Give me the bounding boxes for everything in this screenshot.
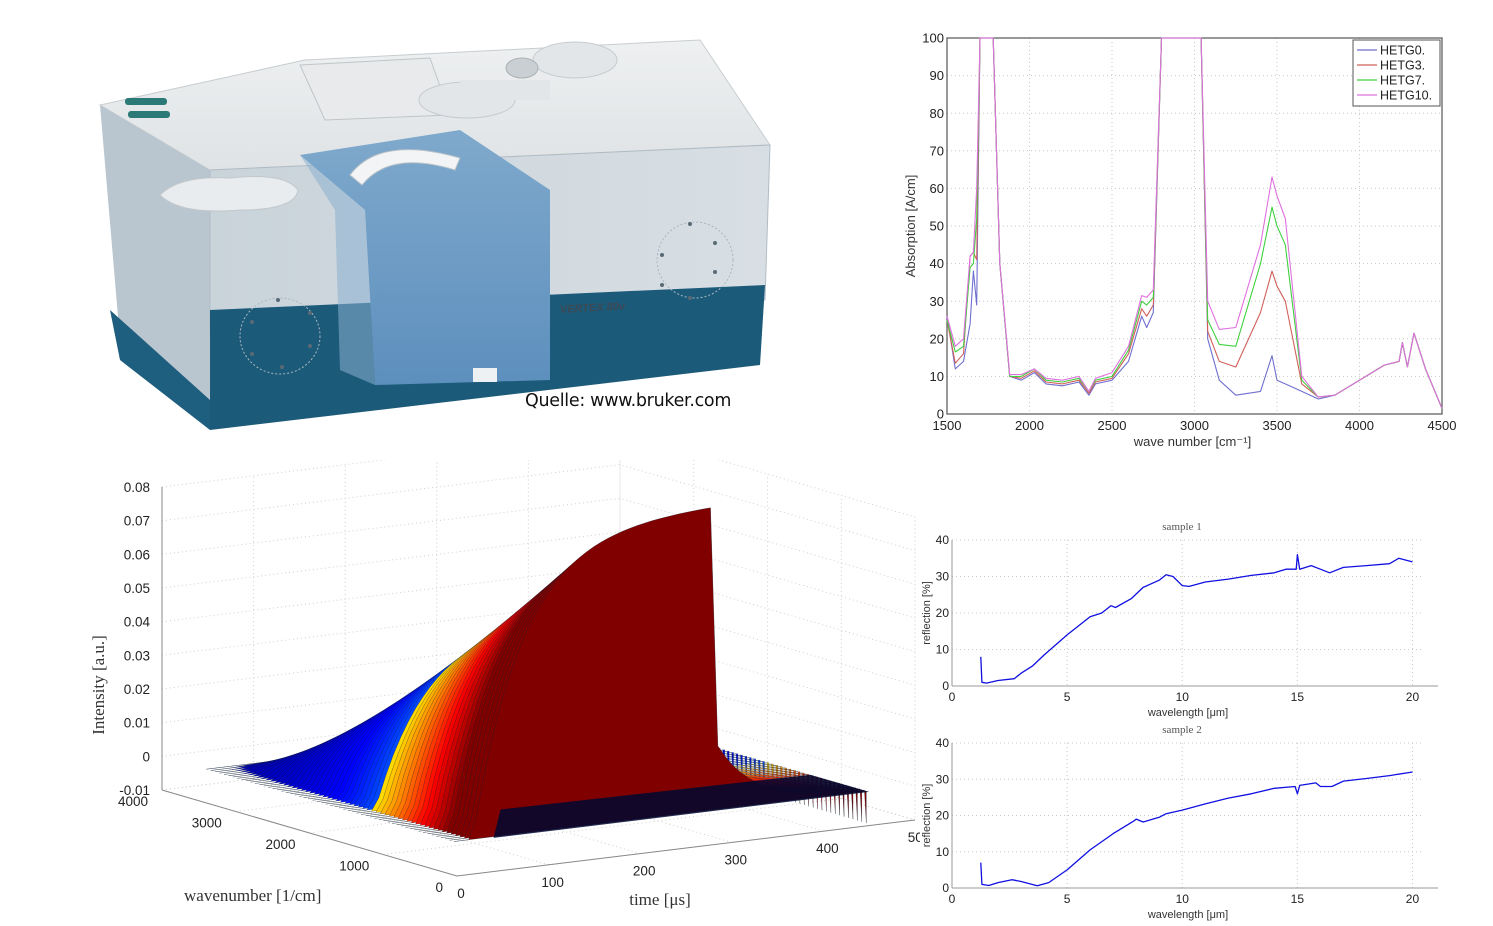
- y-axis-label: reflection [%]: [921, 581, 933, 645]
- time-axis: [456, 819, 916, 877]
- spectrometer-illustration: VERTEX 80v: [98, 39, 771, 430]
- wavenumber-tick-label: 2000: [265, 837, 295, 852]
- intensity-3d-plot: -0.01 0 0.01 0.02 0.03 0.04 0.05 0.06 0.07 0.08 0 1…: [89, 430, 930, 909]
- reflection-sample-2-chart: 0 5 10 15 20 0 10 20 30 40 wavelength [μm] reflecti…: [900, 715, 1460, 921]
- x-tick-label: 15: [1291, 892, 1305, 906]
- grid-line: [161, 497, 916, 585]
- y-tick-label: 10: [930, 369, 944, 384]
- wavenumber-axis-label: wavenumber [1/cm]: [184, 886, 321, 905]
- wavenumber-axis: [161, 789, 458, 877]
- y-axis-label: Absorption [A/cm]: [903, 175, 918, 278]
- z-axis-label: Intensity [a.u.]: [89, 635, 108, 735]
- y-tick-label: 30: [930, 294, 944, 309]
- time-tick-label: 0: [457, 886, 465, 901]
- x-tick-label: 20: [1406, 690, 1420, 704]
- z-tick-label: 0.02: [124, 682, 150, 697]
- z-tick-label: 0.07: [124, 514, 150, 529]
- x-axis-label: wavelength [μm]: [1147, 707, 1228, 719]
- z-tick-label: 0.06: [124, 547, 150, 562]
- x-tick-label: 2500: [1098, 418, 1127, 433]
- reflection-sample-2-plot: 0 5 10 15 20 0 10 20 30 40 wavelength [μm] reflecti…: [921, 724, 1438, 921]
- x-tick-label: 20: [1406, 892, 1420, 906]
- z-tick-label: 0.08: [124, 480, 150, 495]
- z-tick-label: -0.01: [119, 783, 150, 798]
- time-tick-label: 400: [816, 841, 839, 856]
- x-tick-label: 5: [1064, 892, 1071, 906]
- grid-line: [161, 430, 916, 518]
- series-line-hetg10: [946, 37, 1443, 409]
- z-tick-label: 0.05: [124, 581, 150, 596]
- series-line-sample-2: [980, 771, 1413, 887]
- y-tick-label: 20: [936, 809, 950, 823]
- x-tick-label: 3500: [1263, 418, 1292, 433]
- x-tick-label: 2000: [1015, 418, 1044, 433]
- x-tick-label: 1500: [933, 418, 962, 433]
- y-tick-label: 10: [936, 845, 950, 859]
- x-tick-label: 5: [1064, 690, 1071, 704]
- series-line-sample-1: [980, 553, 1413, 684]
- model-label: VERTEX 80v: [560, 301, 627, 316]
- legend-label: HETG0.: [1380, 44, 1425, 58]
- y-tick-label: 30: [936, 570, 950, 584]
- x-tick-label: 0: [949, 892, 956, 906]
- y-tick-label: 100: [922, 31, 944, 46]
- y-tick-label: 20: [936, 606, 950, 620]
- y-tick-label: 0: [937, 407, 944, 422]
- x-tick-label: 4500: [1428, 418, 1457, 433]
- y-tick-label: 90: [930, 68, 944, 83]
- wavenumber-tick-label: 4000: [118, 794, 148, 809]
- y-tick-label: 40: [930, 256, 944, 271]
- chart-title: sample 2: [1162, 724, 1201, 736]
- time-tick-label: 200: [633, 864, 656, 879]
- photo-caption: Quelle: www.bruker.com: [525, 391, 732, 411]
- y-tick-label: 30: [936, 772, 950, 786]
- z-tick-label: 0.04: [124, 615, 151, 630]
- wavenumber-tick-label: 0: [435, 880, 443, 895]
- y-tick-label: 50: [930, 219, 944, 234]
- x-tick-label: 15: [1291, 690, 1305, 704]
- chart-title: sample 1: [1162, 521, 1201, 533]
- legend-label: HETG7.: [1380, 74, 1425, 88]
- z-tick-label: 0.03: [124, 648, 150, 663]
- time-tick-label: 300: [725, 852, 748, 867]
- spectrometer-photo: VERTEX 80v: [90, 10, 790, 440]
- x-tick-label: 10: [1176, 690, 1190, 704]
- absorption-plot: 1500 2000 2500 3000 3500 4000 4500 0 10 20 30 40 50 6…: [903, 31, 1457, 449]
- legend-label: HETG10.: [1380, 89, 1432, 103]
- x-tick-label: 10: [1176, 892, 1190, 906]
- x-axis-label: wave number [cm⁻¹]: [1133, 434, 1251, 449]
- x-tick-label: 0: [949, 690, 956, 704]
- y-axis-label: reflection [%]: [921, 784, 933, 848]
- intensity-3d-chart: -0.01 0 0.01 0.02 0.03 0.04 0.05 0.06 0.07 0.08 0 1…: [80, 430, 930, 921]
- x-axis-label: wavelength [μm]: [1147, 909, 1228, 921]
- time-tick-label: 100: [541, 875, 564, 890]
- grid-line: [161, 464, 916, 552]
- y-tick-label: 70: [930, 143, 944, 158]
- x-tick-label: 3000: [1180, 418, 1209, 433]
- absorption-chart: 1500 2000 2500 3000 3500 4000 4500 0 10 20 30 40 50 6…: [895, 25, 1485, 455]
- time-axis-label: time [μs]: [629, 890, 691, 909]
- y-tick-label: 0: [942, 881, 949, 895]
- y-tick-label: 40: [936, 736, 950, 750]
- reflection-sample-1-plot: 0 5 10 15 20 0 10 20 30 40 wavelength [μm] reflecti…: [921, 521, 1438, 719]
- z-tick-label: 0.01: [124, 716, 150, 731]
- reflection-sample-1-chart: 0 5 10 15 20 0 10 20 30 40 wavelength [μm] reflecti…: [900, 510, 1460, 720]
- z-tick-label: 0: [142, 749, 150, 764]
- legend-label: HETG3.: [1380, 59, 1425, 73]
- wavenumber-tick-label: 3000: [192, 816, 222, 831]
- x-tick-label: 4000: [1345, 418, 1374, 433]
- y-tick-label: 0: [942, 679, 949, 693]
- y-tick-label: 40: [936, 533, 950, 547]
- y-tick-label: 10: [936, 643, 950, 657]
- y-tick-label: 60: [930, 181, 944, 196]
- y-tick-label: 20: [930, 331, 944, 346]
- surface-floor: [493, 774, 870, 838]
- y-tick-label: 80: [930, 106, 944, 121]
- wavenumber-tick-label: 1000: [339, 859, 369, 874]
